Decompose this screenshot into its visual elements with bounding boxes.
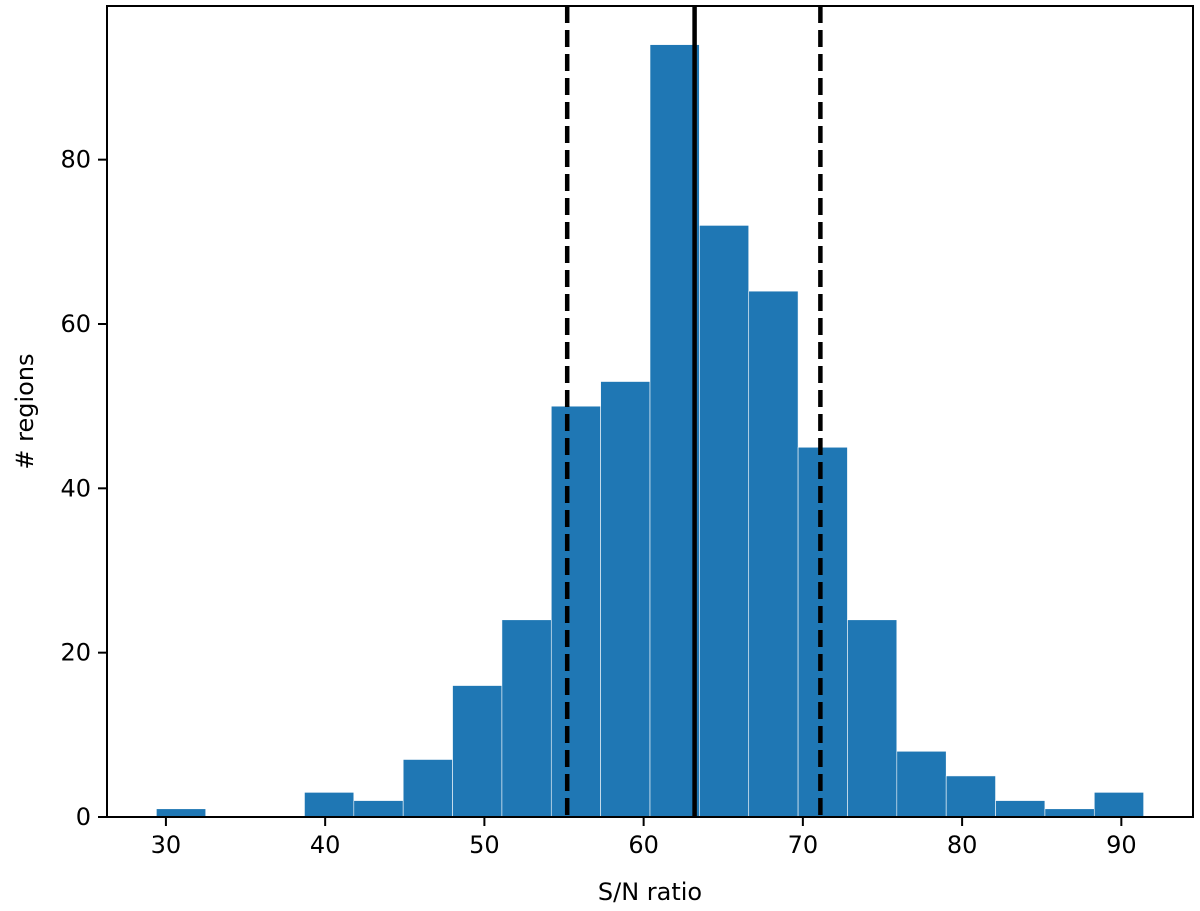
- histogram-bar: [600, 381, 651, 818]
- y-axis-ticks: 0 20 40 60 80: [60, 146, 107, 831]
- histogram-bar: [649, 44, 700, 818]
- histogram-bar: [402, 759, 453, 818]
- histogram-bar: [353, 800, 404, 818]
- y-axis-label: # regions: [11, 353, 39, 469]
- histogram-bar: [452, 685, 503, 818]
- histogram-bar: [797, 446, 848, 818]
- histogram-bar: [304, 792, 355, 818]
- histogram-bar: [847, 619, 898, 818]
- x-axis-label: S/N ratio: [598, 878, 702, 906]
- x-tick-label: 70: [788, 831, 819, 859]
- x-tick-label: 40: [310, 831, 341, 859]
- y-tick-label: 60: [60, 310, 91, 338]
- x-tick-label: 80: [947, 831, 978, 859]
- histogram-bar: [699, 225, 750, 818]
- histogram-bar: [945, 775, 996, 818]
- histogram-bar: [1044, 808, 1095, 818]
- histogram-bar: [550, 405, 601, 818]
- plot-frame: [106, 5, 1194, 818]
- histogram-bar: [501, 619, 552, 818]
- histogram-bar: [1093, 792, 1144, 818]
- reference-lines-group: [564, 6, 823, 817]
- x-tick-label: 50: [469, 831, 500, 859]
- histogram-bar: [748, 290, 799, 818]
- histogram-bar: [156, 808, 207, 818]
- y-tick-label: 80: [60, 146, 91, 174]
- x-tick-label: 30: [151, 831, 182, 859]
- bars-group: [156, 44, 1144, 818]
- y-tick-label: 20: [60, 639, 91, 667]
- x-axis-ticks: 30 40 50 60 70 80 90: [151, 817, 1137, 859]
- x-tick-label: 90: [1106, 831, 1137, 859]
- y-tick-label: 0: [76, 803, 91, 831]
- y-tick-label: 40: [60, 474, 91, 502]
- x-tick-label: 60: [628, 831, 659, 859]
- histogram-bar: [995, 800, 1046, 818]
- histogram-bar: [896, 750, 947, 818]
